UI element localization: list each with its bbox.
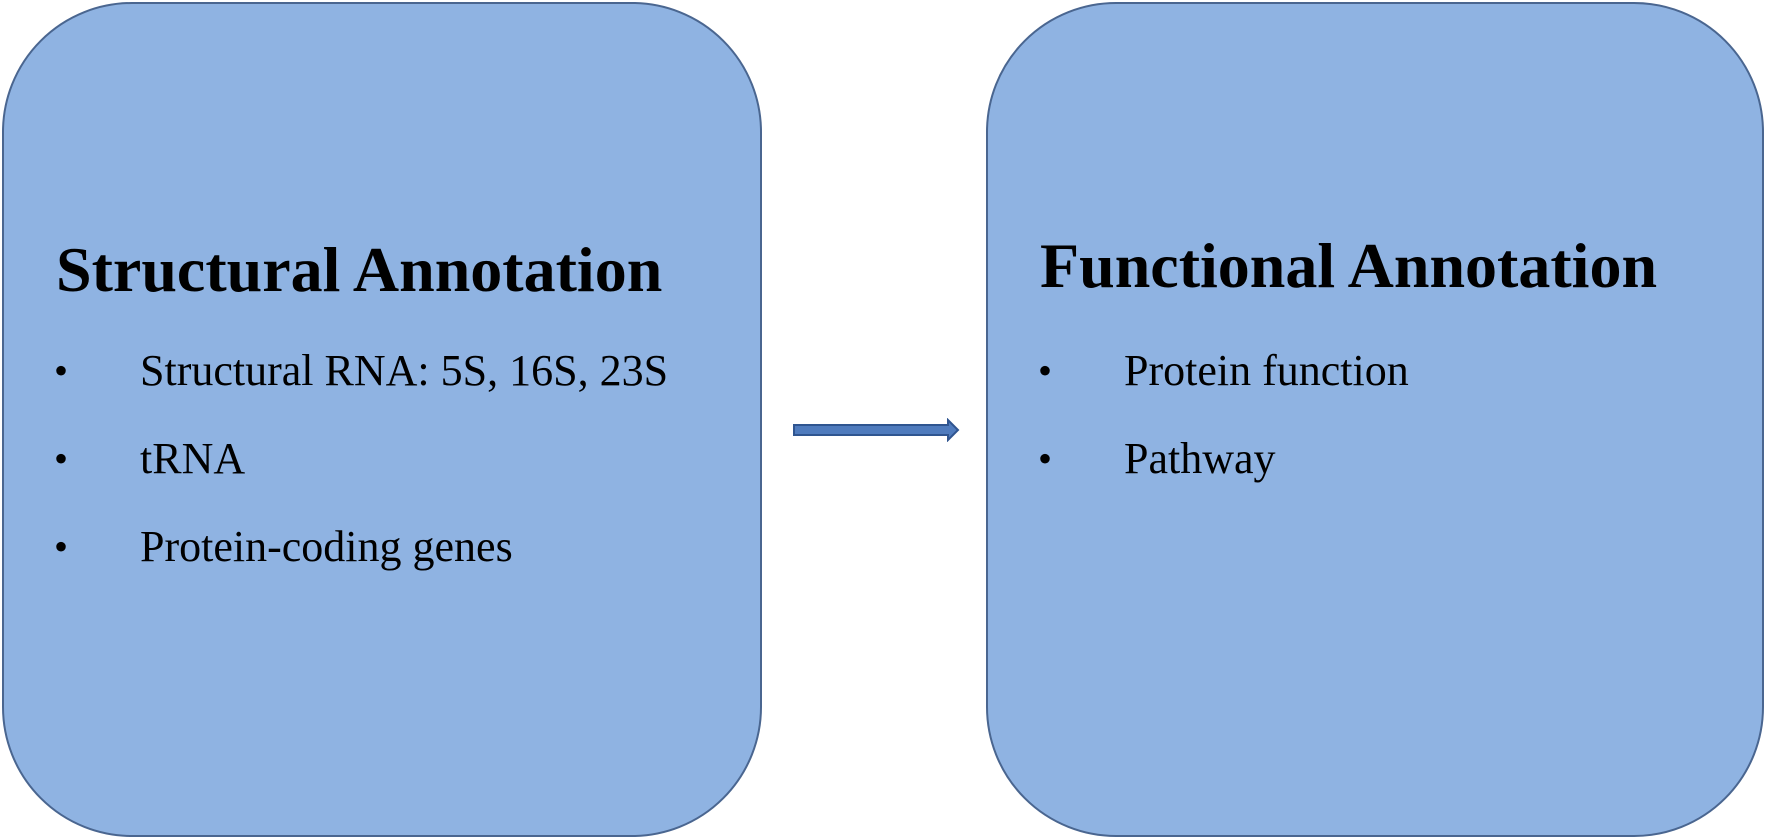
bullet-icon: •: [54, 348, 69, 393]
bullet-icon: •: [1038, 348, 1053, 393]
list-item-label: Structural RNA: 5S, 16S, 23S: [140, 346, 669, 395]
structural-annotation-title: Structural Annotation: [56, 234, 663, 305]
list-item-label: tRNA: [140, 434, 246, 483]
bullet-icon: •: [54, 524, 69, 569]
bullet-icon: •: [1038, 436, 1053, 481]
list-item-label: Protein function: [1124, 346, 1409, 395]
structural-annotation-box: Structural Annotation • Structural RNA: …: [2, 2, 762, 837]
list-item-label: Pathway: [1124, 434, 1276, 483]
bullet-icon: •: [54, 436, 69, 481]
functional-annotation-title: Functional Annotation: [1040, 230, 1658, 301]
right-arrow-icon: [793, 418, 960, 442]
list-item-label: Protein-coding genes: [140, 522, 513, 571]
functional-annotation-box: Functional Annotation • Protein function…: [986, 2, 1764, 837]
